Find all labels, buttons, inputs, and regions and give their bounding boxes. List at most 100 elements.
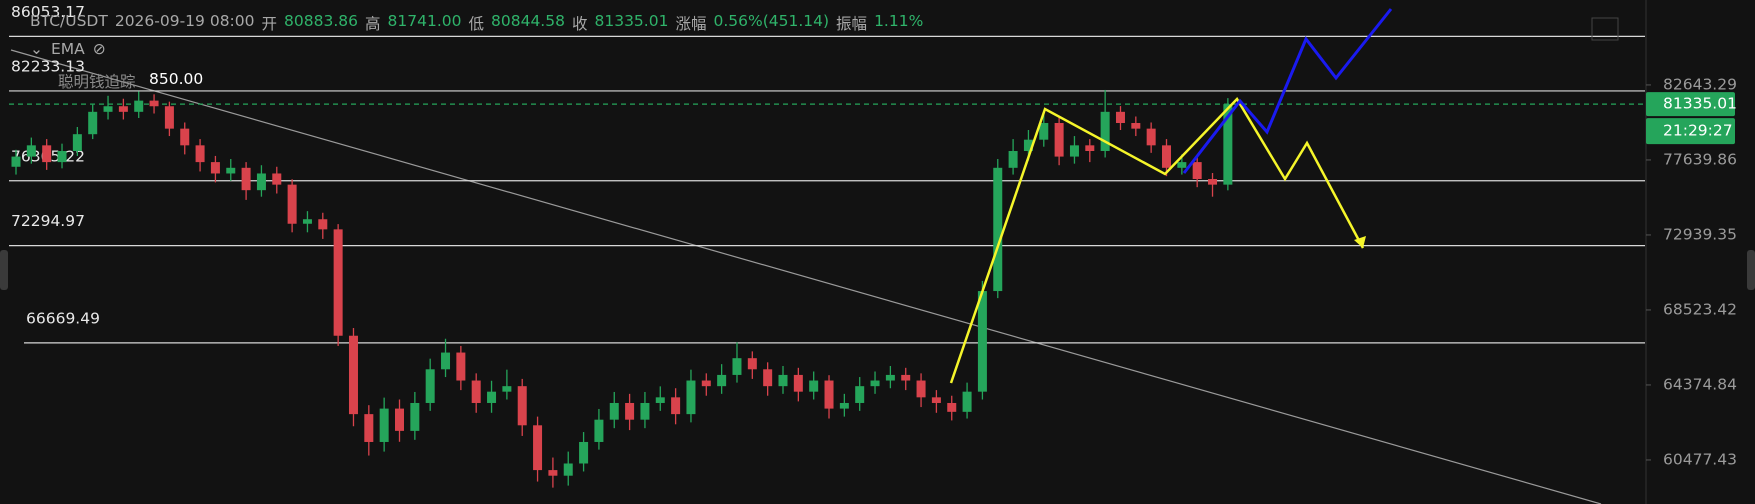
candle-body [88, 111, 98, 135]
level-label: 72294.97 [11, 212, 85, 230]
y-tick-label: 68523.42 [1663, 300, 1737, 318]
candle-body [164, 106, 174, 129]
last-price-label: 81335.01 [1663, 95, 1737, 113]
label: 低 [468, 15, 484, 33]
candle-body [425, 369, 435, 403]
countdown-label: 21:29:27 [1663, 122, 1733, 140]
candle-body [1131, 123, 1141, 129]
candle-body [885, 374, 895, 381]
fullscreen-icon[interactable] [1591, 17, 1619, 41]
value: 80844.58 [491, 12, 565, 30]
last-price-tag [1646, 92, 1735, 117]
ema-label[interactable]: EMA [51, 40, 85, 58]
candle-body [348, 335, 358, 415]
label: 高 [365, 15, 381, 33]
candle-body [1223, 104, 1233, 185]
candle-body [855, 386, 865, 403]
symbol: BTC/USDT [30, 12, 108, 30]
candle-body [1069, 145, 1079, 157]
candle-body [701, 380, 711, 387]
candle-body [195, 145, 205, 163]
candle-body [686, 380, 696, 415]
candle-body [180, 128, 190, 146]
candle-body [1162, 145, 1171, 168]
label: 收 [571, 15, 588, 33]
label: 开 [261, 15, 278, 33]
candle-body [671, 397, 681, 415]
candle-body [778, 374, 788, 387]
candle-body [870, 380, 880, 387]
candle-body [302, 219, 312, 224]
candle-body [916, 380, 926, 398]
candle-body [901, 374, 911, 381]
candle-body [931, 397, 941, 403]
candle-body [134, 100, 144, 112]
y-tick-label: 82643.29 [1663, 75, 1737, 93]
candle-body [579, 441, 589, 464]
candle-body [410, 402, 420, 431]
y-tick-label: 77639.86 [1663, 150, 1737, 168]
value: 1.11% [874, 12, 924, 30]
candle-body [533, 425, 543, 471]
candle-body [1146, 128, 1156, 146]
visibility-icon[interactable]: ⊘ [92, 40, 106, 58]
y-tick-label: 60477.43 [1663, 450, 1737, 468]
candle-body [977, 291, 987, 392]
candle-body [625, 402, 635, 420]
value: 0.56%(451.14) [713, 12, 830, 30]
candle-body [1177, 162, 1187, 168]
candle-body [333, 229, 343, 336]
candle-body [441, 352, 451, 370]
candle-body [1208, 178, 1218, 185]
candle-body [809, 380, 819, 392]
candle-body [1054, 123, 1064, 157]
yellow-projection [949, 96, 1365, 384]
trend-line [10, 49, 1602, 504]
level-label: 86053.17 [11, 3, 85, 21]
candle-body [763, 369, 773, 387]
candle-body [364, 414, 374, 442]
indicator-name: 聪明钱追踪 [58, 73, 136, 91]
candle-body [456, 352, 466, 381]
candle-body [241, 167, 251, 191]
candle-body [640, 402, 650, 420]
candle-body [1085, 145, 1095, 152]
label: 涨幅 [675, 15, 707, 33]
candle-body [395, 408, 404, 431]
candle-body [502, 386, 512, 392]
candles [11, 89, 1233, 488]
candle-body [103, 106, 113, 112]
candle-body [993, 167, 1003, 292]
candle-body [839, 402, 849, 409]
candle-body [793, 374, 803, 392]
candle-body [256, 173, 266, 191]
collapse-icon[interactable]: ⌄ [30, 40, 43, 58]
right-handle[interactable] [1747, 250, 1755, 290]
candle-body [287, 184, 297, 224]
candle-body [72, 134, 82, 152]
candle-body [1039, 123, 1049, 140]
candle-body [747, 358, 757, 370]
left-handle[interactable] [0, 250, 8, 290]
value: 81741.00 [387, 12, 462, 30]
candle-body [11, 156, 21, 167]
value: 81335.01 [594, 12, 669, 30]
candle-body [272, 173, 282, 185]
candle-body [824, 380, 834, 409]
ohlc-header: BTC/USDT 2026-09-19 08:00 开 80883.86 高 817… [30, 12, 923, 34]
bar-time: 2026-09-19 08:00 [114, 12, 255, 30]
candle-body [26, 145, 36, 157]
value: 80883.86 [284, 12, 358, 30]
candle-body [732, 358, 742, 375]
candle-body [1100, 111, 1110, 152]
countdown-tag [1646, 118, 1735, 145]
price-axis: 82643.29 77639.86 72939.35 68523.42 64374.84… [1646, 75, 1737, 468]
y-tick-label: 72939.35 [1663, 225, 1737, 243]
candle-body [655, 397, 665, 403]
candle-body [947, 402, 957, 412]
indicator-value: 850.00 [149, 70, 204, 88]
candle-body [1192, 162, 1202, 179]
